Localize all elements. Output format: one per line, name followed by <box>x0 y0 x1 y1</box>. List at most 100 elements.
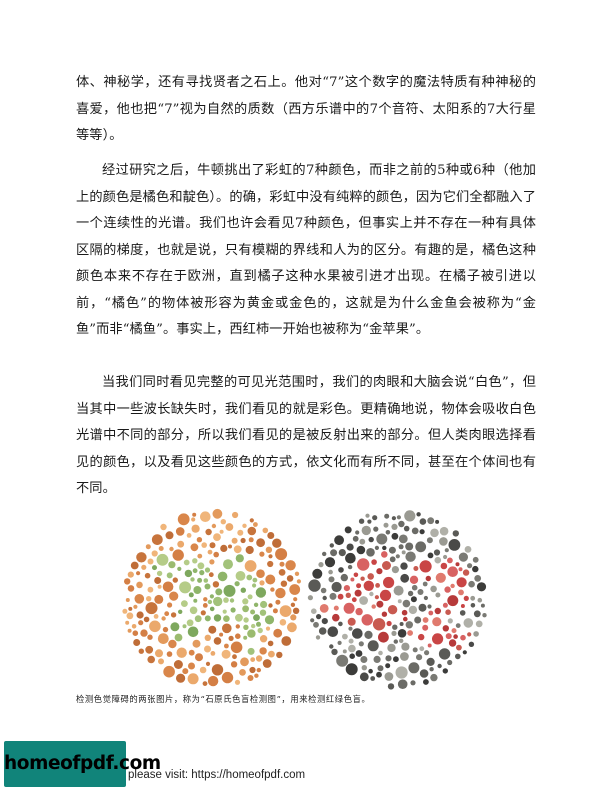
plate-background-dot <box>212 581 220 588</box>
plate-background-dot <box>275 548 288 561</box>
plate-background-dot <box>145 544 151 550</box>
plate-figure-dot <box>255 587 267 598</box>
plate-background-dot <box>438 648 451 660</box>
plate-background-dot <box>307 595 313 601</box>
plate-background-dot <box>472 565 479 573</box>
plate-background-dot <box>220 519 226 525</box>
plate-background-dot <box>296 579 301 584</box>
plate-background-dot <box>329 592 337 600</box>
site-logo[interactable]: homeofpdf.com <box>4 741 161 787</box>
plate-figure-dot <box>422 624 429 631</box>
plate-background-dot <box>434 556 442 564</box>
plate-background-dot <box>212 508 223 519</box>
plate-figure-dot <box>256 621 261 627</box>
plate-background-dot <box>151 534 163 545</box>
ishihara-plate-right-dots <box>307 510 487 690</box>
plate-figure-dot <box>378 631 389 643</box>
plate-background-dot <box>348 638 354 644</box>
plate-background-dot <box>419 669 429 678</box>
plate-figure-dot <box>442 602 448 608</box>
plate-background-dot <box>138 620 144 626</box>
plate-figure-dot <box>235 613 243 622</box>
plate-figure-dot <box>252 577 258 583</box>
plate-background-dot <box>190 543 199 552</box>
plate-background-dot <box>435 519 440 524</box>
plate-background-dot <box>205 661 211 666</box>
plate-background-dot <box>397 599 402 604</box>
plate-background-dot <box>165 531 174 540</box>
plate-figure-dot <box>422 617 429 623</box>
plate-background-dot <box>244 560 257 572</box>
plate-background-dot <box>265 546 273 553</box>
plate-figure-dot <box>250 609 256 615</box>
plate-background-dot <box>177 540 185 548</box>
plate-background-dot <box>482 613 487 618</box>
plate-background-dot <box>202 681 208 686</box>
plate-background-dot <box>346 543 354 551</box>
plate-figure-dot <box>356 583 362 589</box>
plate-figure-dot <box>467 632 472 637</box>
plate-background-dot <box>472 556 479 563</box>
plate-background-dot <box>208 572 214 578</box>
plate-background-dot <box>387 643 396 653</box>
plate-background-dot <box>405 551 416 562</box>
plate-figure-dot <box>445 633 452 640</box>
plate-background-dot <box>312 568 323 579</box>
plate-background-dot <box>391 516 396 521</box>
plate-background-dot <box>398 544 404 550</box>
plate-background-dot <box>399 638 404 643</box>
plate-background-dot <box>163 665 175 678</box>
plate-background-dot <box>234 679 241 685</box>
plate-background-dot <box>349 653 355 659</box>
plate-figure-dot <box>183 559 190 566</box>
plate-figure-dot <box>347 617 356 626</box>
plate-background-dot <box>192 512 197 517</box>
plate-figure-dot <box>425 575 431 582</box>
plate-figure-dot <box>458 567 463 572</box>
plate-figure-dot <box>252 583 257 588</box>
plate-background-dot <box>337 640 342 645</box>
plate-background-dot <box>391 532 399 540</box>
plate-figure-dot <box>371 604 376 609</box>
plate-figure-dot <box>382 561 391 570</box>
plate-figure-dot <box>190 577 195 582</box>
plate-background-dot <box>473 610 481 618</box>
plate-background-dot <box>205 528 212 536</box>
plate-background-dot <box>410 680 416 686</box>
plate-background-dot <box>331 648 338 656</box>
plate-figure-dot <box>345 592 351 598</box>
plate-figure-dot <box>379 589 392 601</box>
plate-background-dot <box>419 646 425 652</box>
plate-figure-dot <box>259 609 267 616</box>
plate-figure-dot <box>354 589 362 597</box>
plate-figure-dot <box>372 618 386 631</box>
plate-background-dot <box>136 571 141 576</box>
plate-background-dot <box>407 590 414 597</box>
plate-background-dot <box>265 626 271 631</box>
plate-background-dot <box>468 641 475 647</box>
plate-background-dot <box>427 517 435 525</box>
plate-background-dot <box>388 546 396 554</box>
plate-background-dot <box>208 625 217 634</box>
plate-background-dot <box>250 657 256 662</box>
plate-background-dot <box>424 650 430 656</box>
plate-background-dot <box>367 519 372 524</box>
plate-background-dot <box>385 655 392 662</box>
plate-figure-dot <box>209 594 214 599</box>
plate-figure-dot <box>209 606 215 612</box>
plate-background-dot <box>128 606 133 611</box>
plate-background-dot <box>452 530 459 537</box>
plate-background-dot <box>207 549 213 555</box>
footer-link-text[interactable]: please visit: https://homeofpdf.com <box>128 769 306 781</box>
plate-background-dot <box>385 530 391 535</box>
plate-background-dot <box>464 546 472 553</box>
plate-background-dot <box>393 639 398 644</box>
plate-figure-dot <box>371 559 377 565</box>
plate-background-dot <box>290 602 296 607</box>
plate-figure-dot <box>444 586 451 593</box>
plate-background-dot <box>267 532 275 539</box>
plate-background-dot <box>253 522 258 527</box>
plate-background-dot <box>230 661 238 668</box>
plate-background-dot <box>259 647 267 655</box>
plate-background-dot <box>467 563 473 569</box>
